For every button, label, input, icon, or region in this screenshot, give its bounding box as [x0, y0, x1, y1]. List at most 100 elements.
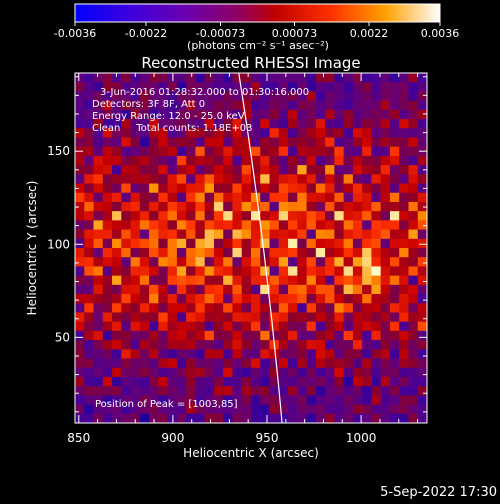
heatmap-cell	[371, 312, 382, 323]
heatmap-cell	[149, 376, 159, 387]
heatmap-cell	[232, 165, 243, 175]
heatmap-cell	[204, 367, 215, 378]
heatmap-cell	[297, 275, 308, 286]
heatmap-cell	[195, 174, 206, 185]
heatmap-cell	[260, 174, 271, 185]
heatmap-cell	[167, 91, 178, 102]
heatmap-cell	[389, 201, 400, 212]
heatmap-cell	[389, 404, 400, 415]
heatmap-cell	[121, 303, 132, 314]
heatmap-cell	[325, 386, 335, 396]
heatmap-cell	[278, 257, 289, 268]
heatmap-cell	[417, 137, 427, 148]
heatmap-cell	[102, 294, 113, 304]
heatmap-cell	[186, 82, 197, 93]
heatmap-cell	[84, 201, 95, 212]
heatmap-cell	[315, 229, 326, 240]
heatmap-cell	[362, 220, 373, 231]
heatmap-cell	[251, 376, 261, 387]
heatmap-cell	[251, 174, 261, 185]
heatmap-cell	[325, 294, 335, 304]
heatmap-cell	[408, 165, 419, 175]
heatmap-cell	[102, 201, 113, 212]
heatmap-cell	[325, 275, 335, 286]
heatmap-cell	[251, 395, 261, 406]
heatmap-cell	[139, 303, 150, 314]
heatmap-cell	[158, 266, 169, 277]
heatmap-cell	[399, 192, 410, 203]
heatmap-cell	[288, 367, 298, 378]
heatmap-cell	[408, 109, 419, 120]
heatmap-cell	[121, 229, 132, 240]
heatmap-cell	[371, 349, 382, 360]
heatmap-cell	[167, 82, 178, 93]
heatmap-cell	[260, 395, 271, 406]
heatmap-cell	[204, 294, 215, 304]
heatmap-cell	[186, 275, 197, 286]
heatmap-cell	[399, 82, 410, 93]
heatmap-cell	[139, 367, 150, 378]
heatmap-cell	[371, 155, 382, 166]
heatmap-cell	[232, 220, 243, 231]
heatmap-cell	[130, 174, 141, 185]
heatmap-cell	[389, 330, 400, 341]
heatmap-cell	[121, 109, 132, 120]
y-axis-label: Heliocentric Y (arcsec)	[25, 181, 39, 316]
annotation-clean-counts: Clean Total counts: 1.18E+03	[92, 123, 252, 134]
heatmap-cell	[297, 386, 308, 396]
heatmap-cell	[195, 137, 206, 148]
heatmap-cell	[399, 321, 410, 332]
heatmap-cell	[251, 165, 261, 175]
heatmap-cell	[223, 266, 234, 277]
heatmap-cell	[167, 211, 178, 221]
heatmap-cell	[315, 266, 326, 277]
heatmap-cell	[241, 275, 252, 286]
heatmap-cell	[75, 220, 85, 231]
heatmap-cell	[139, 146, 150, 157]
heatmap-cell	[260, 284, 271, 295]
heatmap-cell	[121, 358, 132, 369]
heatmap-cell	[399, 128, 410, 139]
heatmap-cell	[278, 119, 289, 129]
heatmap-cell	[408, 386, 419, 396]
heatmap-cell	[158, 312, 169, 323]
heatmap-cell	[297, 321, 308, 332]
heatmap-cell	[84, 146, 95, 157]
heatmap-cell	[399, 137, 410, 148]
heatmap-cell	[102, 119, 113, 129]
heatmap-cell	[408, 229, 419, 240]
heatmap-cell	[334, 367, 345, 378]
heatmap-cell	[75, 284, 85, 295]
heatmap-cell	[167, 349, 178, 360]
heatmap-cell	[362, 73, 373, 83]
heatmap-cell	[195, 73, 206, 83]
heatmap-cell	[176, 376, 187, 387]
heatmap-cell	[251, 155, 261, 166]
heatmap-cell	[380, 413, 391, 423]
heatmap-cell	[167, 376, 178, 387]
heatmap-cell	[334, 73, 345, 83]
heatmap-cell	[195, 275, 206, 286]
heatmap-cell	[260, 229, 271, 240]
heatmap-cell	[325, 82, 335, 93]
heatmap-cell	[371, 174, 382, 185]
heatmap-cell	[158, 367, 169, 378]
heatmap-cell	[195, 165, 206, 175]
heatmap-cell	[75, 183, 85, 194]
heatmap-cell	[334, 312, 345, 323]
heatmap-cell	[297, 201, 308, 212]
heatmap-cell	[130, 248, 141, 258]
heatmap-cell	[315, 211, 326, 221]
colorbar-unit-label: (photons cm⁻² s⁻¹ asec⁻²)	[187, 39, 329, 52]
heatmap-cell	[241, 100, 252, 111]
heatmap-cell	[102, 340, 113, 350]
heatmap-cell	[371, 109, 382, 120]
heatmap-cell	[121, 174, 132, 185]
heatmap-cell	[325, 174, 335, 185]
heatmap-cell	[195, 303, 206, 314]
heatmap-cell	[84, 266, 95, 277]
heatmap-cell	[102, 146, 113, 157]
heatmap-cell	[130, 155, 141, 166]
heatmap-cell	[130, 229, 141, 240]
heatmap-cell	[176, 201, 187, 212]
